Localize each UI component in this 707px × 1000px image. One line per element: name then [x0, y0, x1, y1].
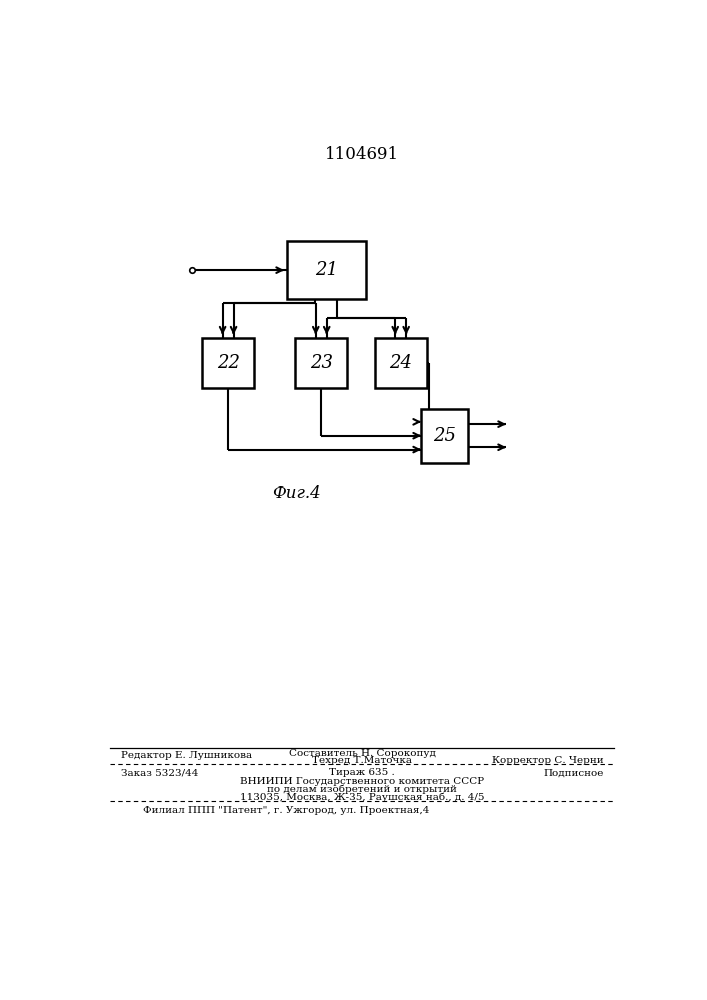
Text: 23: 23 — [310, 354, 333, 372]
Text: 25: 25 — [433, 427, 456, 445]
Text: Составитель Н. Сорокопуд: Составитель Н. Сорокопуд — [289, 749, 436, 758]
FancyBboxPatch shape — [421, 409, 468, 463]
Text: Техред Т.Маточка: Техред Т.Маточка — [312, 756, 412, 765]
FancyBboxPatch shape — [287, 241, 366, 299]
Text: Филиал ППП "Патент", г. Ужгород, ул. Проектная,4: Филиал ППП "Патент", г. Ужгород, ул. Про… — [144, 806, 430, 815]
Text: 21: 21 — [315, 261, 338, 279]
Text: Заказ 5323/44: Заказ 5323/44 — [122, 768, 199, 777]
Text: ВНИИПИ Государственного комитета СССР: ВНИИПИ Государственного комитета СССР — [240, 777, 484, 786]
Text: Фиг.4: Фиг.4 — [272, 485, 321, 502]
Text: 22: 22 — [216, 354, 240, 372]
Text: 1104691: 1104691 — [325, 146, 399, 163]
Text: Корректор С. Черни: Корректор С. Черни — [492, 756, 604, 765]
FancyBboxPatch shape — [296, 338, 347, 388]
Text: Редактор Е. Лушникова: Редактор Е. Лушникова — [122, 751, 252, 760]
FancyBboxPatch shape — [202, 338, 254, 388]
Text: Тираж 635 .: Тираж 635 . — [329, 768, 395, 777]
Text: 24: 24 — [389, 354, 412, 372]
FancyBboxPatch shape — [375, 338, 427, 388]
Text: Подписное: Подписное — [543, 768, 604, 777]
Text: по делам изобретений и открытий: по делам изобретений и открытий — [267, 785, 457, 794]
Text: 113035, Москва, Ж-35, Раушская наб., д. 4/5: 113035, Москва, Ж-35, Раушская наб., д. … — [240, 792, 484, 802]
